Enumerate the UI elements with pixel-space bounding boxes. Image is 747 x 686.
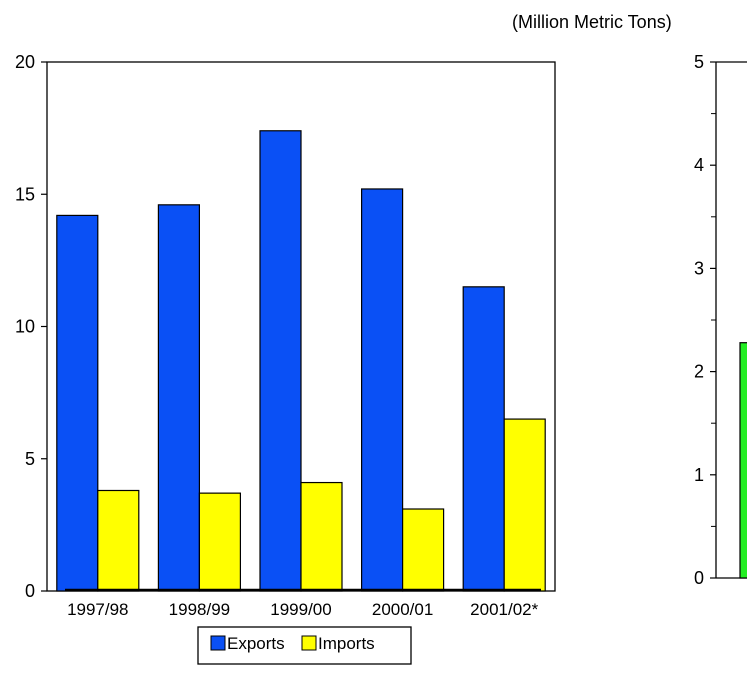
bar-exports-3 (361, 188, 404, 592)
bar-exports-1 (157, 204, 200, 592)
bar-exports-2 (259, 130, 302, 592)
legend-swatch-exports (210, 635, 226, 651)
exports-imports-chart: 0 5 10 15 20 1997/98 1998/99 1999/00 2000/01 2001… (15, 52, 556, 665)
legend-label-exports: Exports (227, 634, 285, 653)
bar-exports-4 (462, 286, 505, 592)
y-tick-label-15: 15 (15, 184, 35, 204)
y-tick-label-5: 5 (25, 449, 35, 469)
y2-tick-label-0: 0 (694, 568, 704, 588)
y2-tick-label-2: 2 (694, 362, 704, 382)
legend-swatch-imports (301, 635, 317, 651)
x-tick-label-3: 2000/01 (372, 600, 433, 619)
y2-tick-label-3: 3 (694, 258, 704, 278)
y2-tick-label-4: 4 (694, 155, 704, 175)
y2-tick-label-1: 1 (694, 465, 704, 485)
x-tick-label-2: 1999/00 (270, 600, 331, 619)
y2-tick-label-5: 5 (694, 52, 704, 72)
bar-imports-4 (503, 418, 546, 592)
x-tick-label-0: 1997/98 (67, 600, 128, 619)
x-tick-label-1: 1998/99 (169, 600, 230, 619)
legend: Exports Imports (197, 626, 412, 665)
y-tick-label-0: 0 (25, 581, 35, 601)
bar-imports-0 (97, 489, 140, 592)
bar-imports-2 (300, 481, 343, 592)
legend-label-imports: Imports (318, 634, 375, 653)
bar-imports-1 (198, 492, 241, 592)
second-chart: 0 1 2 3 4 5 (694, 52, 747, 588)
unit-label: (Million Metric Tons) (512, 12, 672, 32)
bar-second-chart-0 (739, 342, 747, 579)
bar-imports-3 (402, 508, 445, 592)
x-tick-label-4: 2001/02* (470, 600, 538, 619)
bar-exports-0 (56, 214, 99, 592)
y-tick-label-10: 10 (15, 317, 35, 337)
y-tick-label-20: 20 (15, 52, 35, 72)
